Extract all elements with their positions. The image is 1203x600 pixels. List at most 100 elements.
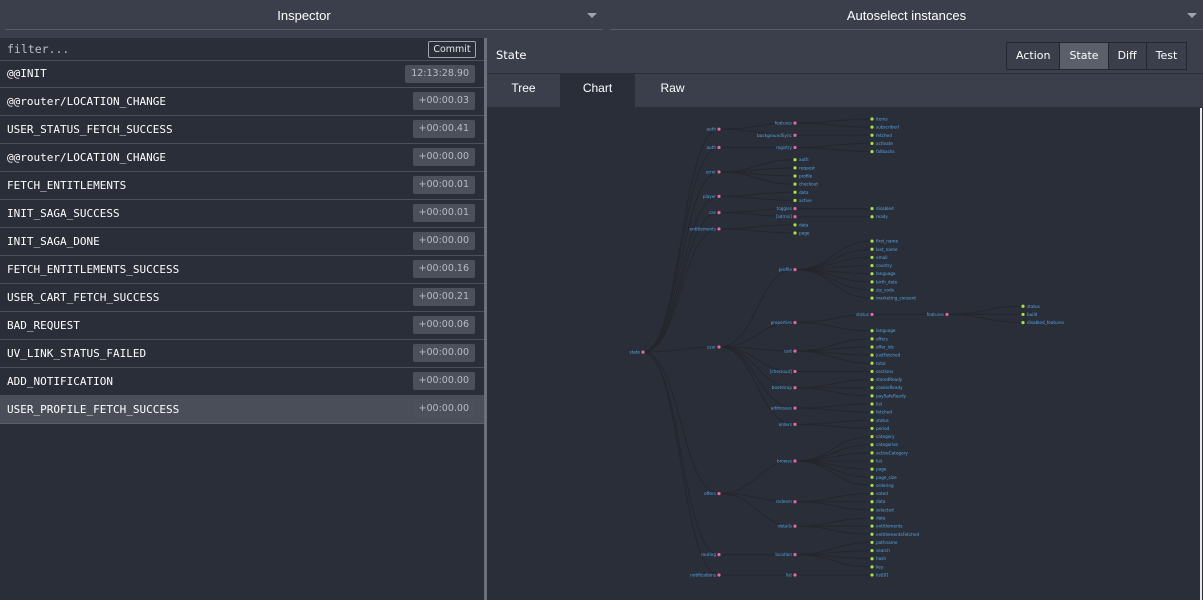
tree-node[interactable] [870, 483, 874, 488]
vertical-scrollbar[interactable] [1200, 108, 1202, 600]
tree-node[interactable] [717, 227, 721, 231]
tree-node[interactable] [717, 211, 721, 215]
tree-node[interactable] [793, 406, 797, 410]
tree-node[interactable] [870, 443, 874, 447]
state-tree-chart[interactable]: items subscribed features fetched background… [487, 107, 1203, 600]
tree-node[interactable] [793, 268, 797, 272]
tab-raw[interactable]: Raw [660, 81, 685, 95]
tree-node[interactable] [793, 158, 797, 162]
tree-node[interactable] [717, 491, 721, 496]
tree-node[interactable] [945, 312, 949, 317]
tree-node[interactable] [870, 125, 874, 129]
tree-node[interactable] [870, 206, 874, 211]
tree-node[interactable] [1021, 304, 1025, 308]
tree-node[interactable] [870, 491, 874, 496]
tree-node[interactable] [870, 117, 874, 121]
tab-test[interactable]: Test [1146, 43, 1187, 69]
tree-node[interactable] [870, 426, 874, 431]
monitor-select[interactable]: Inspector [5, 0, 603, 30]
tree-node[interactable] [793, 369, 797, 374]
tree-node[interactable] [870, 532, 874, 536]
tree-node[interactable] [870, 557, 874, 561]
tree-node[interactable] [1021, 320, 1025, 325]
tree-node[interactable] [793, 231, 797, 235]
tab-tree[interactable]: Tree [511, 81, 536, 95]
tree-node[interactable] [870, 345, 874, 349]
tree-node[interactable] [870, 573, 874, 577]
tree-node[interactable] [717, 170, 721, 174]
action-item[interactable]: @@router/LOCATION_CHANGE +00:00.00 [0, 144, 484, 172]
tab-state[interactable]: State [1060, 43, 1109, 69]
tree-node[interactable] [870, 255, 874, 260]
tree-node[interactable] [870, 540, 874, 545]
tree-node[interactable] [793, 223, 797, 227]
tree-node[interactable] [870, 149, 874, 154]
tree-node[interactable] [870, 410, 874, 414]
action-item[interactable]: @@INIT 12:13:28.90 [0, 61, 484, 88]
tree-node[interactable] [641, 350, 645, 354]
tree-node[interactable] [717, 127, 721, 131]
action-item[interactable]: FETCH_ENTITLEMENTS_SUCCESS +00:00.16 [0, 256, 484, 284]
tree-node[interactable] [793, 553, 797, 557]
tree-node[interactable] [870, 467, 874, 471]
tree-node[interactable] [870, 402, 874, 406]
tree-node[interactable] [717, 194, 721, 198]
tree-node[interactable] [793, 190, 797, 194]
tab-diff[interactable]: Diff [1108, 43, 1147, 69]
action-item[interactable]: INIT_SAGA_SUCCESS +00:00.01 [0, 200, 484, 228]
tree-node[interactable] [793, 182, 797, 186]
tree-node[interactable] [793, 166, 797, 170]
tree-node[interactable] [717, 553, 721, 557]
instance-select[interactable]: Autoselect instances [610, 0, 1203, 30]
action-item[interactable]: ADD_NOTIFICATION +00:00.00 [0, 368, 484, 396]
tree-node[interactable] [870, 263, 874, 268]
tab-chart[interactable]: Chart [560, 74, 635, 107]
tree-node[interactable] [870, 133, 874, 137]
tree-node[interactable] [870, 475, 874, 479]
panel-splitter[interactable] [484, 38, 487, 600]
tree-node[interactable] [870, 451, 874, 455]
tree-node[interactable] [793, 198, 797, 203]
action-item[interactable]: FETCH_ENTITLEMENTS +00:00.01 [0, 172, 484, 200]
tree-node[interactable] [793, 121, 797, 125]
tree-node[interactable] [793, 459, 797, 463]
tree-node[interactable] [870, 361, 874, 365]
tree-node[interactable] [717, 573, 721, 577]
filter-input[interactable] [0, 38, 420, 60]
tree-node[interactable] [870, 312, 874, 317]
tree-node[interactable] [870, 508, 874, 512]
tree-node[interactable] [870, 500, 874, 504]
tree-node[interactable] [793, 174, 797, 178]
tree-node[interactable] [870, 353, 874, 357]
action-item[interactable]: USER_STATUS_FETCH_SUCCESS +00:00.41 [0, 116, 484, 144]
tree-node[interactable] [870, 141, 874, 146]
tree-node[interactable] [793, 524, 797, 528]
tree-node[interactable] [870, 329, 874, 333]
tree-node[interactable] [870, 215, 874, 219]
tree-node[interactable] [870, 394, 874, 398]
tree-node[interactable] [870, 296, 874, 300]
action-item[interactable]: BAD_REQUEST +00:00.06 [0, 312, 484, 340]
tree-node[interactable] [870, 386, 874, 390]
tree-node[interactable] [870, 272, 874, 276]
tree-node[interactable] [870, 516, 874, 520]
action-item[interactable]: UV_LINK_STATUS_FAILED +00:00.00 [0, 340, 484, 368]
tree-node[interactable] [793, 386, 797, 390]
tree-node[interactable] [1021, 312, 1025, 317]
tree-node[interactable] [870, 369, 874, 374]
tree-node[interactable] [870, 288, 874, 292]
tree-node[interactable] [793, 206, 797, 211]
tree-node[interactable] [793, 422, 797, 426]
action-item[interactable]: USER_PROFILE_FETCH_SUCCESS +00:00.00 [0, 396, 484, 424]
tree-node[interactable] [870, 239, 874, 243]
tree-node[interactable] [870, 548, 874, 553]
tree-node[interactable] [793, 349, 797, 353]
tree-node[interactable] [870, 418, 874, 422]
tree-node[interactable] [793, 145, 797, 150]
tree-node[interactable] [870, 459, 874, 463]
tree-node[interactable] [793, 573, 797, 577]
commit-button[interactable]: Commit [428, 41, 476, 58]
tree-node[interactable] [717, 345, 721, 349]
tree-node[interactable] [793, 500, 797, 504]
tree-node[interactable] [870, 565, 874, 569]
